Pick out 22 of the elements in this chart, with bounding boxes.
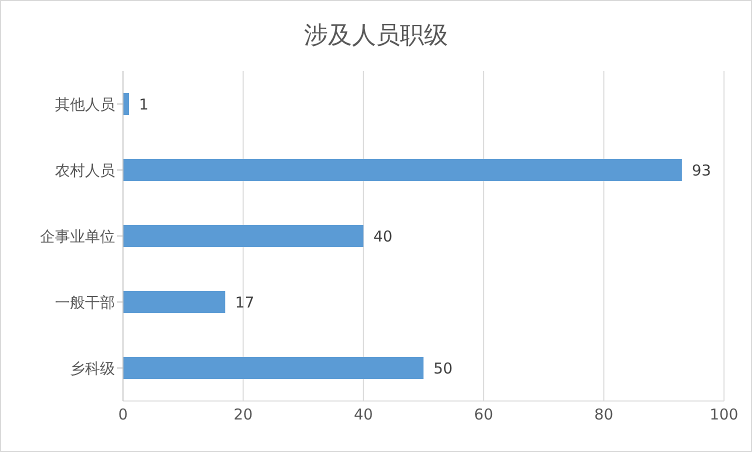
data-label: 17: [235, 293, 254, 312]
x-tick-label: 40: [354, 406, 373, 424]
x-tick-label: 20: [234, 406, 253, 424]
bar: [123, 159, 682, 181]
bar: [123, 357, 424, 379]
y-tick-label: 企事业单位: [40, 227, 115, 246]
data-label: 93: [692, 161, 712, 180]
data-label: 40: [373, 227, 392, 246]
y-tick-label: 农村人员: [55, 161, 115, 180]
y-tick-label: 乡科级: [70, 359, 115, 378]
data-label: 1: [139, 95, 149, 114]
chart-title: 涉及人员职级: [303, 20, 449, 51]
x-tick-label: 60: [474, 406, 494, 424]
x-tick-label: 0: [118, 406, 128, 424]
x-tick-label: 100: [710, 406, 738, 424]
x-tick-label: 80: [594, 406, 614, 424]
data-label: 50: [434, 359, 453, 378]
bar: [123, 225, 364, 247]
bar: [123, 93, 130, 115]
y-tick-label: 其他人员: [55, 95, 115, 114]
y-tick-label: 一般干部: [55, 293, 115, 312]
bar: [123, 291, 226, 313]
